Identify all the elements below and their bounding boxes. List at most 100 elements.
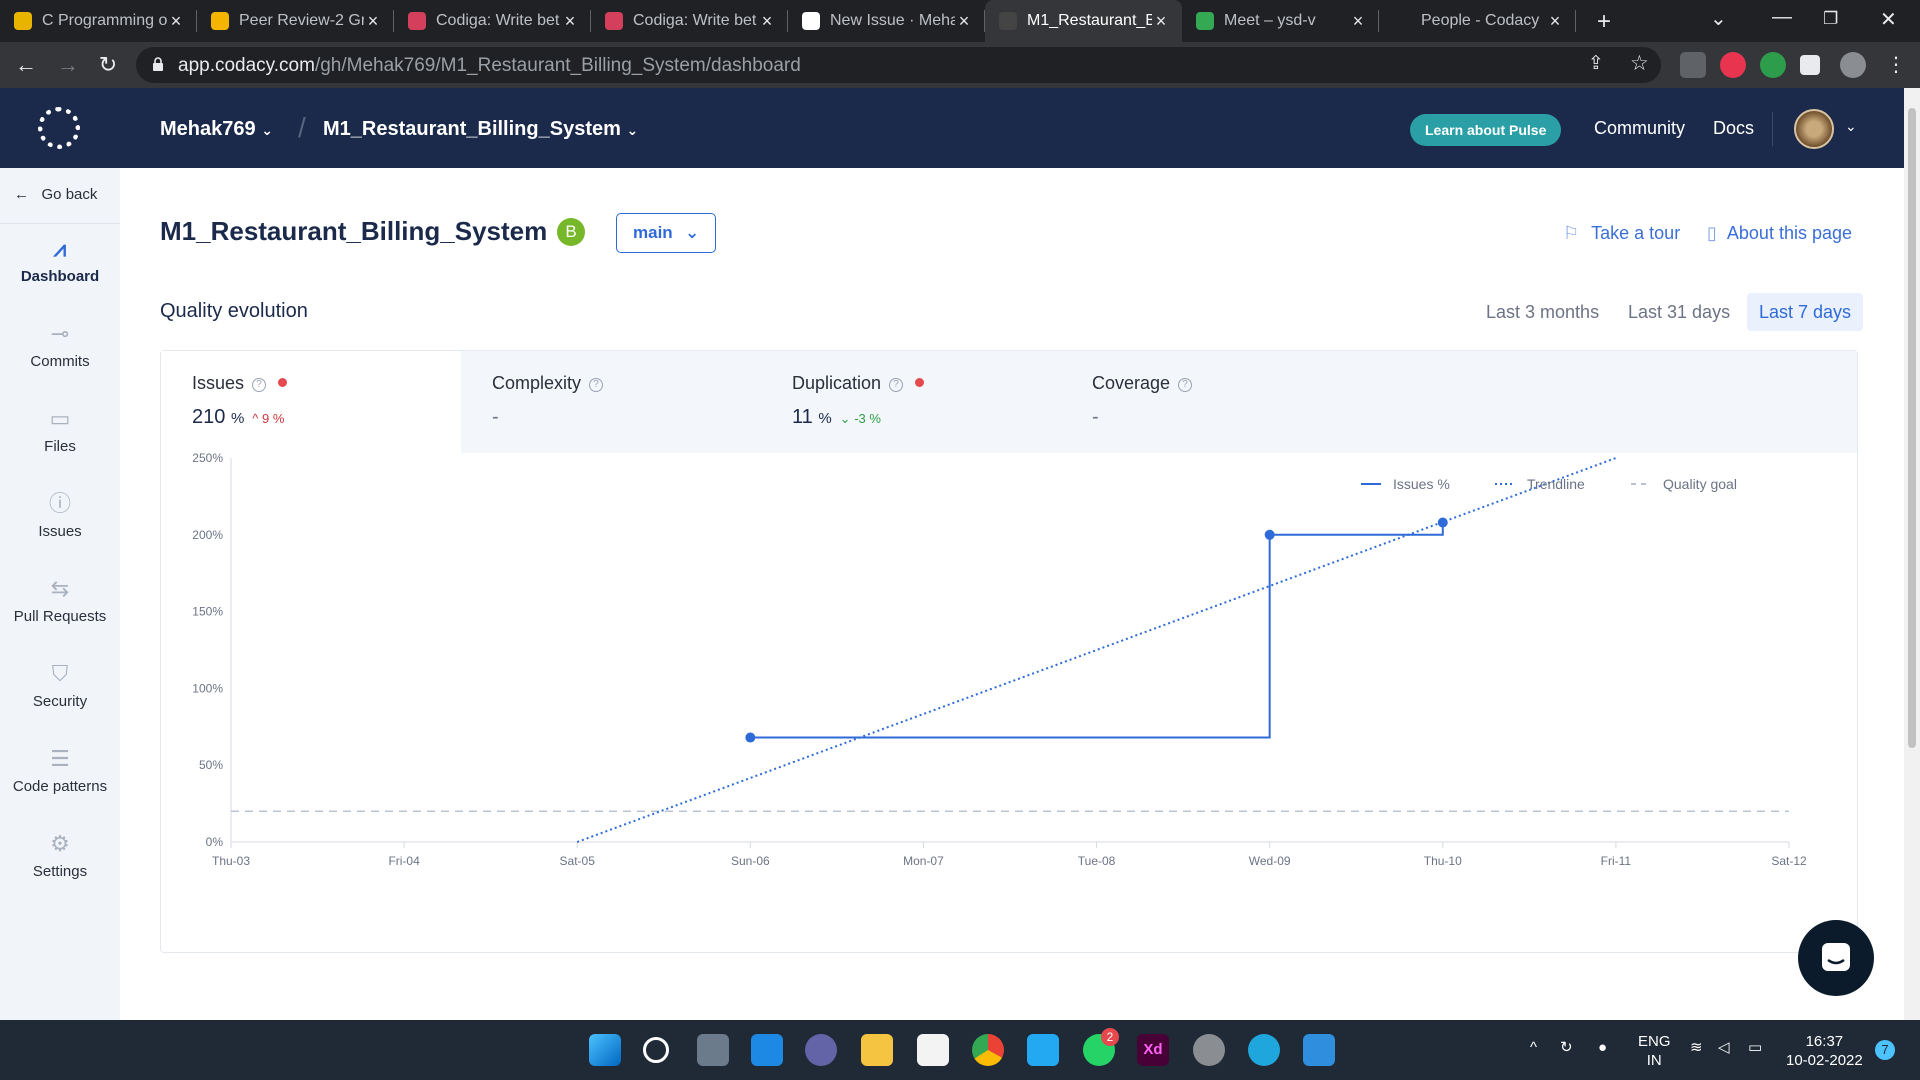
close-tab-icon[interactable]: × — [761, 11, 773, 31]
brave-shield-icon[interactable] — [1680, 52, 1706, 78]
quality-evolution-card: Issues? 210 % ^ 9 % Complexity? - Duplication… — [160, 350, 1858, 953]
community-link[interactable]: Community — [1594, 118, 1686, 138]
language-indicator[interactable]: ENG IN — [1638, 1032, 1671, 1070]
battery-icon[interactable]: ▭ — [1748, 1039, 1763, 1056]
adobe-xd-icon[interactable]: Xd — [1137, 1034, 1169, 1066]
store-icon[interactable] — [917, 1034, 949, 1066]
metric-tab-issues[interactable]: Issues? 210 % ^ 9 % — [161, 351, 461, 453]
sidebar-item-issues[interactable]: ⓘ Issues — [0, 493, 120, 541]
teams-icon[interactable] — [805, 1034, 837, 1066]
start-icon[interactable] — [589, 1034, 621, 1066]
photos-icon[interactable] — [1303, 1034, 1335, 1066]
chrome-icon[interactable] — [972, 1034, 1004, 1066]
help-icon[interactable]: ? — [589, 378, 604, 392]
sidebar-item-commits[interactable]: ⊸ Commits — [0, 323, 120, 371]
file-explorer-icon[interactable] — [861, 1034, 893, 1066]
chrome-profile-icon[interactable] — [1193, 1034, 1225, 1066]
microphone-icon[interactable]: ● — [1598, 1039, 1608, 1056]
search-icon[interactable] — [643, 1037, 669, 1063]
sidebar-item-security[interactable]: ⛉ Security — [0, 663, 120, 711]
help-icon[interactable]: ? — [889, 378, 904, 392]
sidebar-item-settings[interactable]: ⚙ Settings — [0, 833, 120, 881]
browser-tab[interactable]: Codiga: Write bet × — [591, 0, 788, 42]
close-tab-icon[interactable]: × — [958, 11, 970, 31]
share-icon[interactable]: ⇪ — [1588, 53, 1604, 74]
help-icon[interactable]: ? — [1178, 378, 1193, 392]
issues-point — [1437, 517, 1448, 528]
tab-search-icon[interactable]: ⌄ — [1710, 8, 1727, 30]
browser-tab[interactable]: People - Codacy × — [1379, 0, 1576, 42]
profile-avatar[interactable] — [1840, 52, 1866, 78]
sidebar-item-label: Commits — [30, 353, 90, 370]
browser-tab[interactable]: Peer Review-2 Gr × — [197, 0, 394, 42]
x-tick-label: Sun-06 — [731, 854, 770, 868]
wifi-icon[interactable]: ≋ — [1690, 1039, 1703, 1056]
metric-tab-coverage[interactable]: Coverage? - — [1061, 351, 1361, 453]
back-arrow-icon[interactable]: ← — [15, 52, 37, 77]
edge-icon[interactable] — [1248, 1034, 1280, 1066]
browser-tab[interactable]: New Issue · Meha × — [788, 0, 985, 42]
browser-tab[interactable]: Meet – ysd-v × — [1182, 0, 1379, 42]
help-icon[interactable]: ? — [252, 378, 267, 392]
close-tab-icon[interactable]: × — [367, 11, 379, 31]
user-avatar[interactable] — [1794, 109, 1834, 149]
volume-icon[interactable]: ◁ — [1718, 1039, 1730, 1056]
close-tab-icon[interactable]: × — [170, 11, 182, 31]
notification-badge[interactable]: 7 — [1875, 1040, 1895, 1060]
repo-name: M1_Restaurant_Billing_System — [323, 118, 621, 140]
bookmark-star-icon[interactable]: ☆ — [1630, 52, 1649, 75]
vscode-icon[interactable] — [1027, 1034, 1059, 1066]
range-tab[interactable]: Last 31 days — [1628, 302, 1731, 322]
clock[interactable]: 16:37 10-02-2022 — [1786, 1032, 1863, 1070]
minimize-button[interactable]: — — [1772, 6, 1792, 28]
region-label: IN — [1646, 1052, 1662, 1069]
menu-icon[interactable]: ⋮ — [1886, 54, 1906, 76]
url-field[interactable]: app.codacy.com/gh/Mehak769/M1_Restaurant… — [136, 47, 1661, 83]
extension-icon[interactable] — [1760, 52, 1786, 78]
metric-value-row: 11 % ⌄ -3 % — [792, 406, 1030, 429]
puzzle-icon[interactable] — [1800, 55, 1820, 75]
codacy-logo[interactable] — [38, 107, 80, 149]
url-text: app.codacy.com/gh/Mehak769/M1_Restaurant… — [178, 55, 801, 76]
widgets-icon[interactable] — [751, 1034, 783, 1066]
sidebar-item-pull-requests[interactable]: ⇆ Pull Requests — [0, 578, 120, 626]
repo-selector[interactable]: M1_Restaurant_Billing_System ⌄ — [323, 118, 638, 141]
about-this-page-link[interactable]: ▯ About this page — [1707, 223, 1852, 244]
close-window-button[interactable]: ✕ — [1880, 9, 1897, 31]
close-tab-icon[interactable]: × — [1352, 11, 1364, 31]
metric-tab-complexity[interactable]: Complexity? - — [461, 351, 761, 453]
chat-launcher-button[interactable] — [1798, 920, 1874, 996]
issues-point — [745, 732, 756, 743]
adblock-icon[interactable] — [1720, 52, 1746, 78]
task-view-icon[interactable] — [697, 1034, 729, 1066]
grade-badge[interactable]: B — [557, 218, 585, 246]
sidebar-item-code-patterns[interactable]: ☰ Code patterns — [0, 748, 120, 796]
sidebar-item-files[interactable]: ▭ Files — [0, 408, 120, 456]
go-back-link[interactable]: ← Go back — [14, 186, 98, 203]
org-selector[interactable]: Mehak769 ⌄ — [160, 118, 273, 141]
sidebar-item-dashboard[interactable]: ⩘ Dashboard — [0, 238, 120, 286]
sync-icon[interactable]: ↻ — [1560, 1039, 1573, 1056]
learn-about-pulse-button[interactable]: Learn about Pulse — [1410, 114, 1562, 146]
close-tab-icon[interactable]: × — [1155, 11, 1167, 31]
chevron-up-icon[interactable]: ^ — [1530, 1039, 1538, 1056]
scrollbar-thumb[interactable] — [1908, 108, 1916, 748]
restore-button[interactable]: ❐ — [1823, 9, 1839, 28]
docs-link[interactable]: Docs — [1713, 118, 1755, 138]
metric-tab-duplication[interactable]: Duplication? 11 % ⌄ -3 % — [761, 351, 1061, 453]
browser-tab[interactable]: Codiga: Write bet × — [394, 0, 591, 42]
range-tab[interactable]: Last 3 months — [1486, 302, 1600, 322]
forward-arrow-icon[interactable]: → — [57, 52, 79, 77]
range-tab[interactable]: Last 7 days — [1747, 293, 1864, 331]
new-tab-button[interactable]: + — [1597, 8, 1612, 35]
chevron-down-icon[interactable]: ⌄ — [1845, 118, 1857, 134]
y-tick-label: 250% — [192, 453, 223, 465]
close-tab-icon[interactable]: × — [1549, 11, 1561, 31]
reload-icon[interactable]: ↻ — [98, 52, 118, 77]
branch-selector[interactable]: main ⌄ — [616, 213, 716, 253]
page-scrollbar[interactable] — [1904, 88, 1920, 1020]
take-a-tour-link[interactable]: ⚐ Take a tour — [1563, 223, 1680, 244]
close-tab-icon[interactable]: × — [564, 11, 576, 31]
browser-tab[interactable]: M1_Restaurant_Bi × — [985, 0, 1182, 42]
browser-tab[interactable]: C Programming o × — [0, 0, 197, 42]
